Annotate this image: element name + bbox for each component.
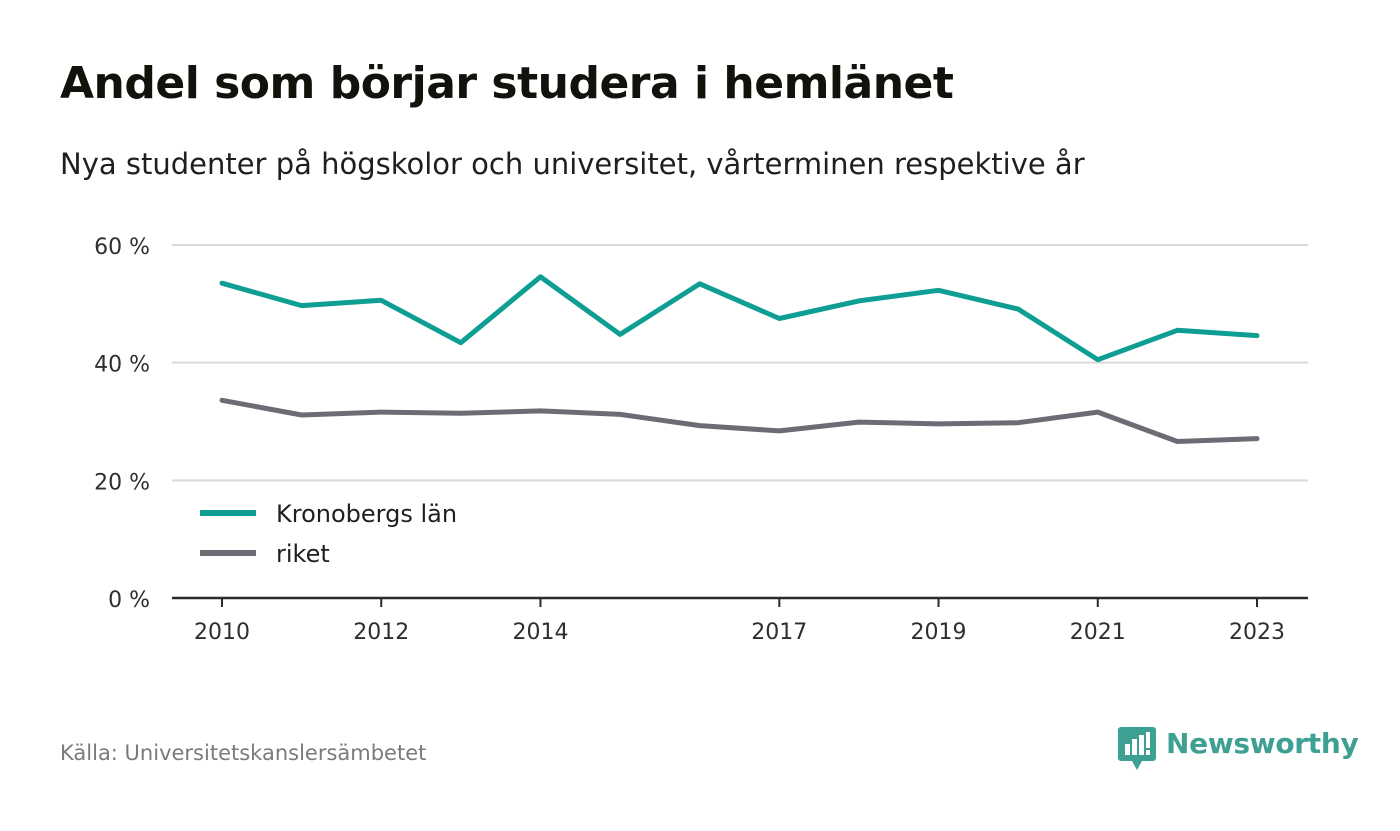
legend: Kronobergs län riket (200, 500, 457, 568)
chart-subtitle: Nya studenter på högskolor och universit… (60, 147, 1085, 181)
source-note: Källa: Universitetskanslersämbetet (60, 741, 427, 765)
legend-label: Kronobergs län (276, 500, 457, 528)
x-tick-label: 2014 (512, 620, 568, 645)
line-chart: 0 % 20 % 40 % 60 % 2010 2012 2014 2017 2019 2021… (94, 235, 1308, 645)
chart-title: Andel som börjar studera i hemlänet (60, 58, 954, 109)
brand-logo[interactable]: Newsworthy (1118, 727, 1359, 773)
x-tick-label: 2021 (1070, 620, 1126, 645)
x-tick-label: 2017 (751, 620, 807, 645)
brand-name: Newsworthy (1166, 727, 1359, 760)
y-tick-label: 40 % (94, 353, 150, 378)
x-tick-label: 2023 (1229, 620, 1285, 645)
y-tick-label: 0 % (108, 588, 150, 613)
x-tick-label: 2012 (353, 620, 409, 645)
x-axis-ticks: 2010 2012 2014 2017 2019 2021 2023 (194, 598, 1285, 645)
legend-label: riket (276, 540, 330, 568)
series-lines (219, 274, 1260, 444)
series-line-kronobergs-lan (219, 274, 1260, 363)
x-tick-label: 2010 (194, 620, 250, 645)
y-axis-ticks: 0 % 20 % 40 % 60 % (94, 235, 150, 613)
series-line-riket (219, 397, 1260, 444)
x-tick-label: 2019 (911, 620, 967, 645)
newsworthy-logo-icon (1118, 727, 1156, 770)
y-tick-label: 60 % (94, 235, 150, 260)
y-tick-label: 20 % (94, 470, 150, 495)
gridlines (172, 244, 1308, 482)
